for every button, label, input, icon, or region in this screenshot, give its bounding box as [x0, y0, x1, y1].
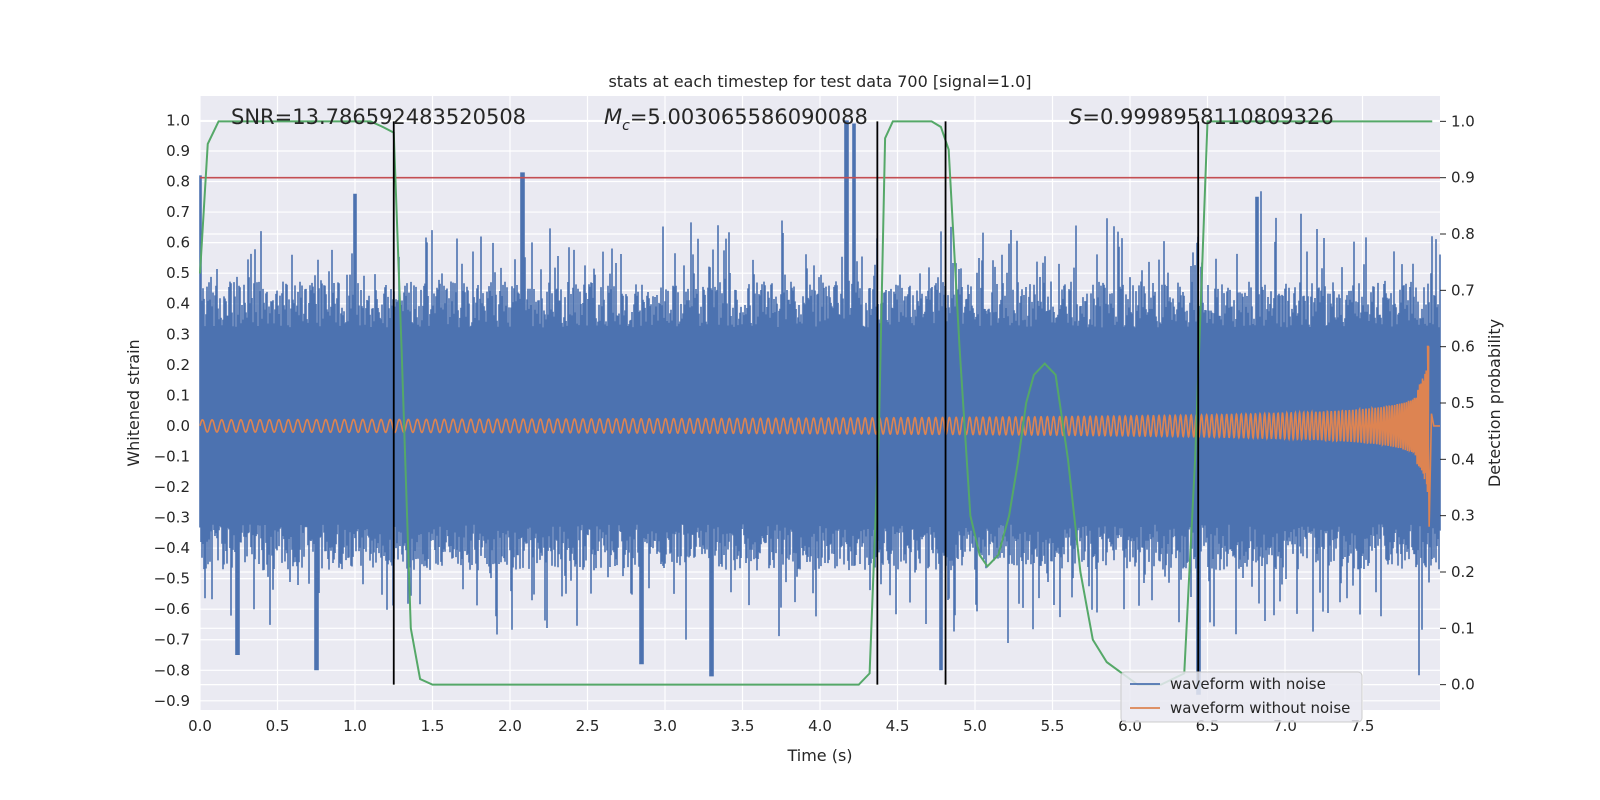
chirp-mass-annotation: Mc=5.003065586090088	[604, 105, 868, 134]
x-tick-label: 1.5	[421, 717, 445, 735]
x-axis-label: Time (s)	[786, 746, 852, 765]
right-y-tick-label: 1.0	[1451, 112, 1475, 130]
y-tick-label: −0.2	[154, 478, 190, 496]
chirp-mass-symbol: M	[604, 105, 622, 129]
y-tick-label: 0.6	[166, 234, 190, 252]
right-y-tick-label: 0.3	[1451, 507, 1475, 525]
right-y-tick-label: 0.4	[1451, 450, 1475, 468]
x-tick-label: 5.0	[963, 717, 987, 735]
legend: waveform with noise waveform without noi…	[1120, 671, 1363, 723]
right-y-tick-label: 0.2	[1451, 563, 1475, 581]
y-tick-label: 0.9	[166, 142, 190, 160]
y-tick-label: 0.4	[166, 295, 190, 313]
x-tick-label: 5.5	[1041, 717, 1065, 735]
x-tick-label: 0.5	[266, 717, 290, 735]
x-tick-label: 3.5	[731, 717, 755, 735]
chirp-mass-subscript: c	[622, 118, 630, 134]
score-value: =0.9998958110809326	[1082, 105, 1333, 129]
y-axis-label: Whitened strain	[124, 339, 143, 466]
chirp-mass-value: =5.003065586090088	[630, 105, 868, 129]
x-tick-label: 2.5	[576, 717, 600, 735]
x-tick-label: 0.0	[188, 717, 212, 735]
y-tick-label: −0.8	[154, 661, 190, 679]
x-tick-label: 2.0	[498, 717, 522, 735]
y-tick-label: −0.1	[154, 447, 190, 465]
y-tick-label: −0.6	[154, 600, 190, 618]
y-tick-label: −0.5	[154, 570, 190, 588]
y-axis-ticks: 1.0 0.9 0.8 0.7 0.6 0.5 0.4 0.3 0.2 0.1 0.0 −0.1 −0.…	[154, 111, 190, 709]
y-tick-label: 1.0	[166, 111, 190, 129]
y-tick-label: 0.1	[166, 386, 190, 404]
right-y-tick-label: 0.8	[1451, 225, 1475, 243]
y-tick-label: −0.9	[154, 692, 190, 710]
chart-title: stats at each timestep for test data 700…	[608, 72, 1031, 91]
event-marker-lines	[392, 121, 1200, 685]
right-y-axis-ticks: 1.0 0.9 0.8 0.7 0.6 0.5 0.4 0.3 0.2 0.1 0.0	[1440, 112, 1475, 694]
x-tick-label: 3.0	[653, 717, 677, 735]
score-symbol: S	[1069, 105, 1082, 129]
right-y-tick-label: 0.5	[1451, 394, 1475, 412]
score-annotation: S=0.9998958110809326	[1069, 105, 1334, 129]
y-tick-label: 0.5	[166, 264, 190, 282]
right-y-tick-label: 0.9	[1451, 169, 1475, 187]
snr-annotation: SNR=13.786592483520508	[231, 105, 526, 129]
legend-label-clean: waveform without noise	[1170, 699, 1350, 717]
y-tick-label: 0.3	[166, 325, 190, 343]
x-tick-label: 4.0	[808, 717, 832, 735]
right-y-axis-label: Detection probability	[1485, 319, 1504, 487]
y-tick-label: 0.7	[166, 203, 190, 221]
y-tick-label: −0.7	[154, 631, 190, 649]
x-tick-label: 4.5	[886, 717, 910, 735]
y-tick-label: 0.2	[166, 356, 190, 374]
x-tick-label: 1.0	[343, 717, 367, 735]
legend-box	[1120, 671, 1363, 723]
right-y-tick-label: 0.1	[1451, 619, 1475, 637]
legend-label-noisy: waveform with noise	[1170, 675, 1326, 693]
y-tick-label: −0.4	[154, 539, 190, 557]
y-tick-label: 0.0	[166, 417, 190, 435]
right-y-tick-label: 0.7	[1451, 281, 1475, 299]
y-tick-label: 0.8	[166, 173, 190, 191]
right-y-tick-label: 0.6	[1451, 338, 1475, 356]
right-y-tick-label: 0.0	[1451, 676, 1475, 694]
y-tick-label: −0.3	[154, 509, 190, 527]
